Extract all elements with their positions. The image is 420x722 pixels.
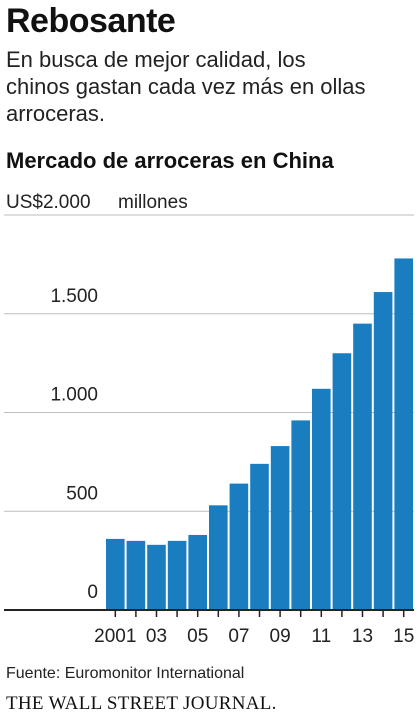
- x-tick-label: 09: [270, 626, 291, 647]
- x-tick-labels: 2001 03 05 07 09 11 13 15: [94, 610, 414, 647]
- bar: [167, 540, 187, 610]
- bar: [209, 505, 228, 610]
- bars: [106, 258, 413, 610]
- y-tick-label: 1.000: [50, 385, 98, 406]
- bar: [188, 534, 207, 610]
- bar: [147, 544, 166, 610]
- x-tick-label: 13: [352, 626, 373, 647]
- unit-label: millones: [118, 192, 188, 213]
- x-tick-label: 11: [311, 626, 331, 647]
- x-tick-label: 07: [228, 626, 249, 647]
- y-tick-labels: 0 500 1.000 1.500 US$2.000: [6, 192, 98, 603]
- bar: [250, 463, 269, 610]
- bar: [270, 446, 290, 610]
- x-tick-label: 05: [187, 626, 208, 647]
- y-tick-label: 500: [66, 483, 98, 504]
- chart-title: Mercado de arroceras en China: [6, 148, 334, 173]
- headline: Rebosante: [6, 2, 176, 40]
- bar: [394, 258, 413, 610]
- x-tick-label: 15: [393, 626, 414, 647]
- subheadline: En busca de mejor calidad, los chinos ga…: [6, 47, 366, 126]
- y-tick-label: 1.500: [50, 286, 98, 307]
- x-tick-label: 03: [146, 626, 167, 647]
- bar: [353, 323, 372, 610]
- bar: [106, 538, 125, 610]
- y-tick-label: US$2.000: [6, 192, 91, 213]
- gridlines: [4, 214, 414, 512]
- bar: [312, 388, 331, 610]
- publisher-logo: THE WALL STREET JOURNAL.: [6, 693, 277, 714]
- source-note: Fuente: Euromonitor International: [6, 665, 245, 682]
- bar: [291, 420, 310, 610]
- y-tick-label: 0: [87, 582, 98, 603]
- bar: [126, 540, 146, 610]
- x-tick-label: 2001: [94, 626, 136, 647]
- bar: [229, 483, 249, 610]
- bar: [332, 353, 352, 610]
- bar: [373, 292, 393, 610]
